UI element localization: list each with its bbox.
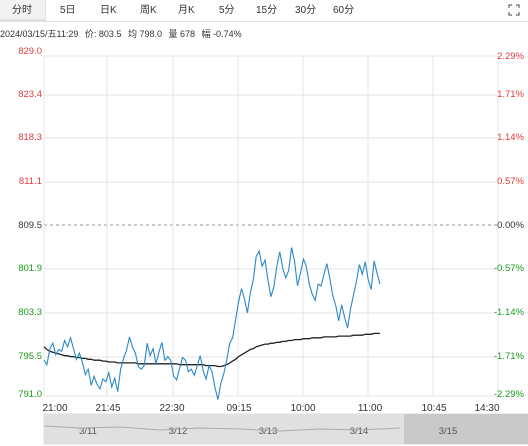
y-tick-percent: 2.29% (497, 51, 524, 62)
tab-30-min[interactable]: 30分 (295, 5, 317, 16)
y-tick-price: 811.1 (18, 176, 42, 187)
average-price-line (43, 332, 380, 368)
tab-60-min[interactable]: 60分 (333, 5, 355, 16)
y-tick-price: 795.5 (18, 351, 42, 362)
x-tick-label: 11:00 (357, 403, 383, 414)
navigator-date-label: 3/13 (259, 426, 278, 437)
tab-daily-k[interactable]: 日K (100, 5, 117, 16)
date-range-navigator[interactable]: 3/11 3/12 3/13 3/14 3/15 (0, 412, 528, 446)
x-tick-label: 10:00 (290, 403, 316, 414)
tab-weekly-k[interactable]: 周K (140, 5, 157, 16)
quote-change: 幅 -0.74% (201, 29, 242, 39)
price-line (43, 247, 381, 400)
quote-datetime: 2024/03/15/五11:29 (0, 29, 79, 39)
navigator-date-label: 3/11 (79, 426, 97, 437)
y-tick-price: 809.5 (18, 220, 42, 231)
tab-monthly-k[interactable]: 月K (178, 5, 195, 16)
period-tab-bar: 分时 5日 日K 周K 月K 5分 15分 30分 60分 (0, 0, 528, 22)
navigator-selected-window (404, 414, 528, 444)
tab-5-day[interactable]: 5日 (60, 5, 76, 16)
quote-info-bar: 2024/03/15/五11:29 价: 803.5 均 798.0 量 678… (0, 26, 246, 42)
y-tick-percent: -2.29% (493, 389, 524, 400)
tab-intraday[interactable]: 分时 (0, 0, 46, 21)
y-tick-percent: 1.14% (497, 132, 524, 143)
y-tick-price: 823.4 (18, 89, 42, 100)
y-tick-price: 803.3 (18, 307, 42, 318)
navigator-date-label: 3/12 (169, 426, 188, 437)
x-tick-label: 21:45 (95, 403, 121, 414)
expand-icon[interactable] (508, 4, 520, 16)
quote-price: 价: 803.5 (84, 29, 122, 39)
y-tick-price: 829.0 (18, 46, 42, 57)
y-tick-percent: 0.57% (497, 176, 524, 187)
y-tick-percent: -0.57% (493, 263, 524, 274)
tab-5-min[interactable]: 5分 (219, 5, 235, 16)
y-tick-price: 801.9 (18, 263, 42, 274)
y-tick-percent: 1.71% (497, 89, 524, 100)
y-tick-percent: 0.00% (497, 220, 524, 231)
x-tick-label: 09:15 (226, 403, 252, 414)
x-tick-label: 14:30 (474, 403, 500, 414)
y-tick-price: 791.0 (18, 389, 42, 400)
quote-average: 均 798.0 (127, 29, 162, 39)
navigator-date-label: 3/15 (439, 426, 458, 437)
quote-volume: 量 678 (168, 29, 196, 39)
y-tick-price: 818.3 (18, 132, 42, 143)
y-tick-percent: -1.71% (493, 351, 524, 362)
intraday-price-chart[interactable] (0, 40, 528, 402)
navigator-date-label: 3/14 (350, 426, 369, 437)
x-tick-label: 22:30 (159, 403, 185, 414)
x-tick-label: 21:00 (42, 403, 68, 414)
tab-15-min[interactable]: 15分 (256, 5, 278, 16)
navigator-mini-line (43, 425, 401, 432)
x-tick-label: 10:45 (421, 403, 447, 414)
y-tick-percent: -1.14% (493, 307, 524, 318)
